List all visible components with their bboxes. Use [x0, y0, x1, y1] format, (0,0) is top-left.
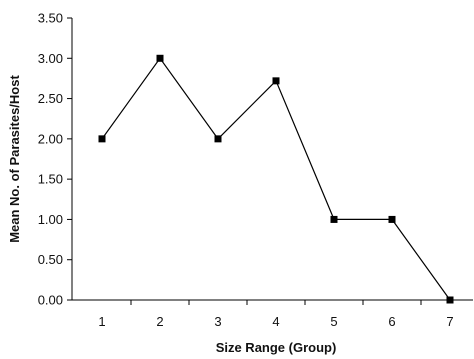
x-tick-label: 3	[214, 314, 221, 329]
x-tick-label: 7	[446, 314, 453, 329]
y-tick-label: 0.00	[38, 293, 63, 308]
plot-area: 0.00 0.50 1.00 1.50 2.00 2.50 3.00 3.50 1 2 3 4 5 6 7	[38, 11, 473, 329]
y-tick-label: 3.50	[38, 11, 63, 26]
x-tick-label: 4	[272, 314, 279, 329]
series-line	[101, 57, 451, 301]
data-point	[330, 215, 338, 223]
x-tick-label: 2	[156, 314, 163, 329]
data-point	[98, 135, 106, 143]
y-tick-label: 0.50	[38, 252, 63, 267]
data-point	[272, 77, 280, 85]
data-point	[446, 296, 454, 304]
y-tick-label: 2.50	[38, 91, 63, 106]
x-tick-label: 6	[388, 314, 395, 329]
x-axis-title: Size Range (Group)	[216, 340, 337, 355]
x-tick-label: 1	[98, 314, 105, 329]
y-tick-label: 1.00	[38, 212, 63, 227]
y-tick-label: 3.00	[38, 51, 63, 66]
data-point	[214, 135, 222, 143]
y-tick-label: 2.00	[38, 131, 63, 146]
y-tick-label: 1.50	[38, 172, 63, 187]
x-tick-label: 5	[330, 314, 337, 329]
data-point	[156, 54, 164, 62]
y-axis-title: Mean No. of Parasites/Host	[7, 75, 22, 243]
data-point	[388, 215, 396, 223]
